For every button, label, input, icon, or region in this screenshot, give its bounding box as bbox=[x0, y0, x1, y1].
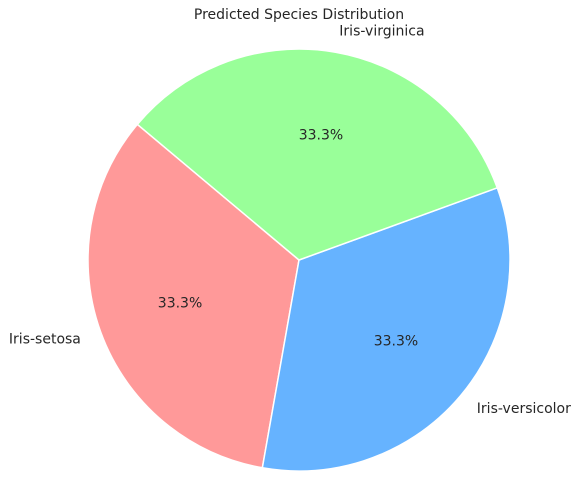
pie-percent-label: 33.3% bbox=[374, 333, 418, 349]
pie-percent-label: 33.3% bbox=[299, 127, 343, 143]
pie-category-label: Iris-versicolor bbox=[477, 401, 571, 417]
pie-category-label: Iris-virginica bbox=[339, 23, 424, 39]
pie-percent-label: 33.3% bbox=[158, 295, 202, 311]
pie-category-label: Iris-setosa bbox=[9, 331, 81, 347]
